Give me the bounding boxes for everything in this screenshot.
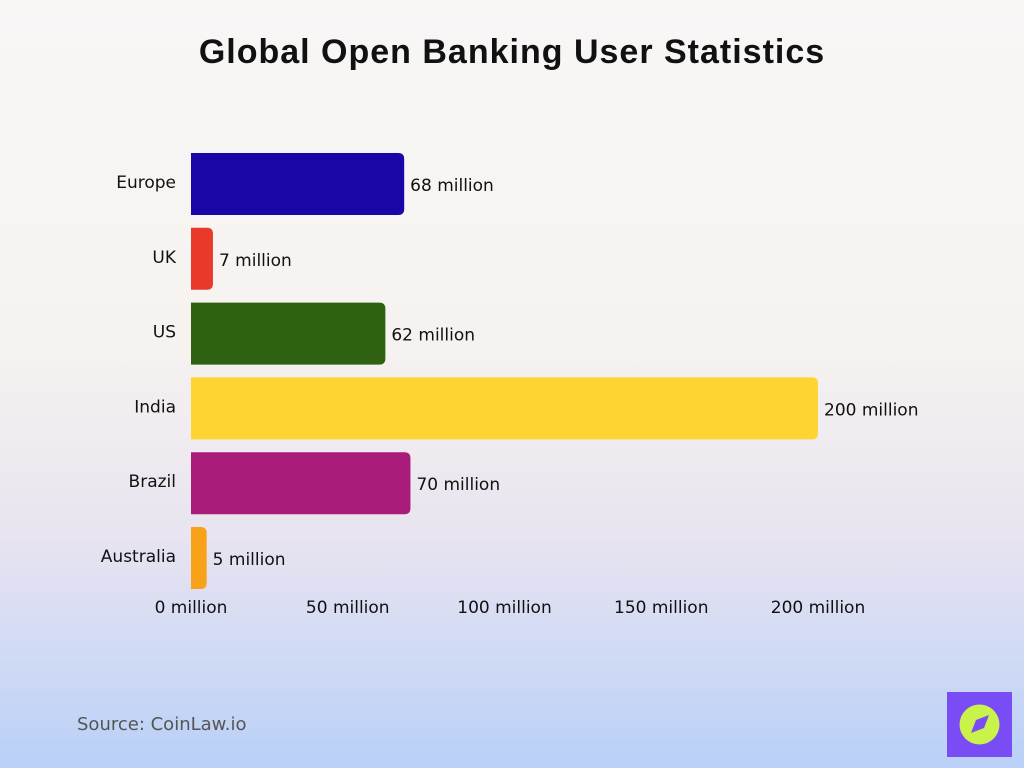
value-label: 5 million [213,550,286,570]
value-label: 68 million [410,176,494,196]
x-tick-label: 0 million [155,598,228,618]
bar [191,153,405,215]
x-tick-label: 150 million [614,598,708,618]
chart-title: Global Open Banking User Statistics [199,33,825,71]
bar [191,302,386,365]
y-tick-label: UK [152,248,176,268]
value-label: 200 million [824,400,918,420]
y-tick-label: Europe [116,173,176,193]
bar [191,452,411,515]
value-label: 62 million [391,326,475,346]
x-tick-label: 200 million [771,598,865,618]
y-tick-label: US [153,323,176,343]
bar [191,227,213,290]
x-tick-label: 50 million [306,598,390,618]
bar [191,527,207,589]
y-tick-label: Brazil [129,472,176,492]
value-label: 70 million [416,475,500,495]
logo [947,692,1012,757]
value-label: 7 million [219,251,292,271]
x-tick-label: 100 million [457,598,551,618]
y-tick-label: Australia [101,547,176,567]
source: Source: CoinLaw.io [77,714,246,735]
y-tick-label: India [134,397,176,417]
bar [191,377,818,440]
